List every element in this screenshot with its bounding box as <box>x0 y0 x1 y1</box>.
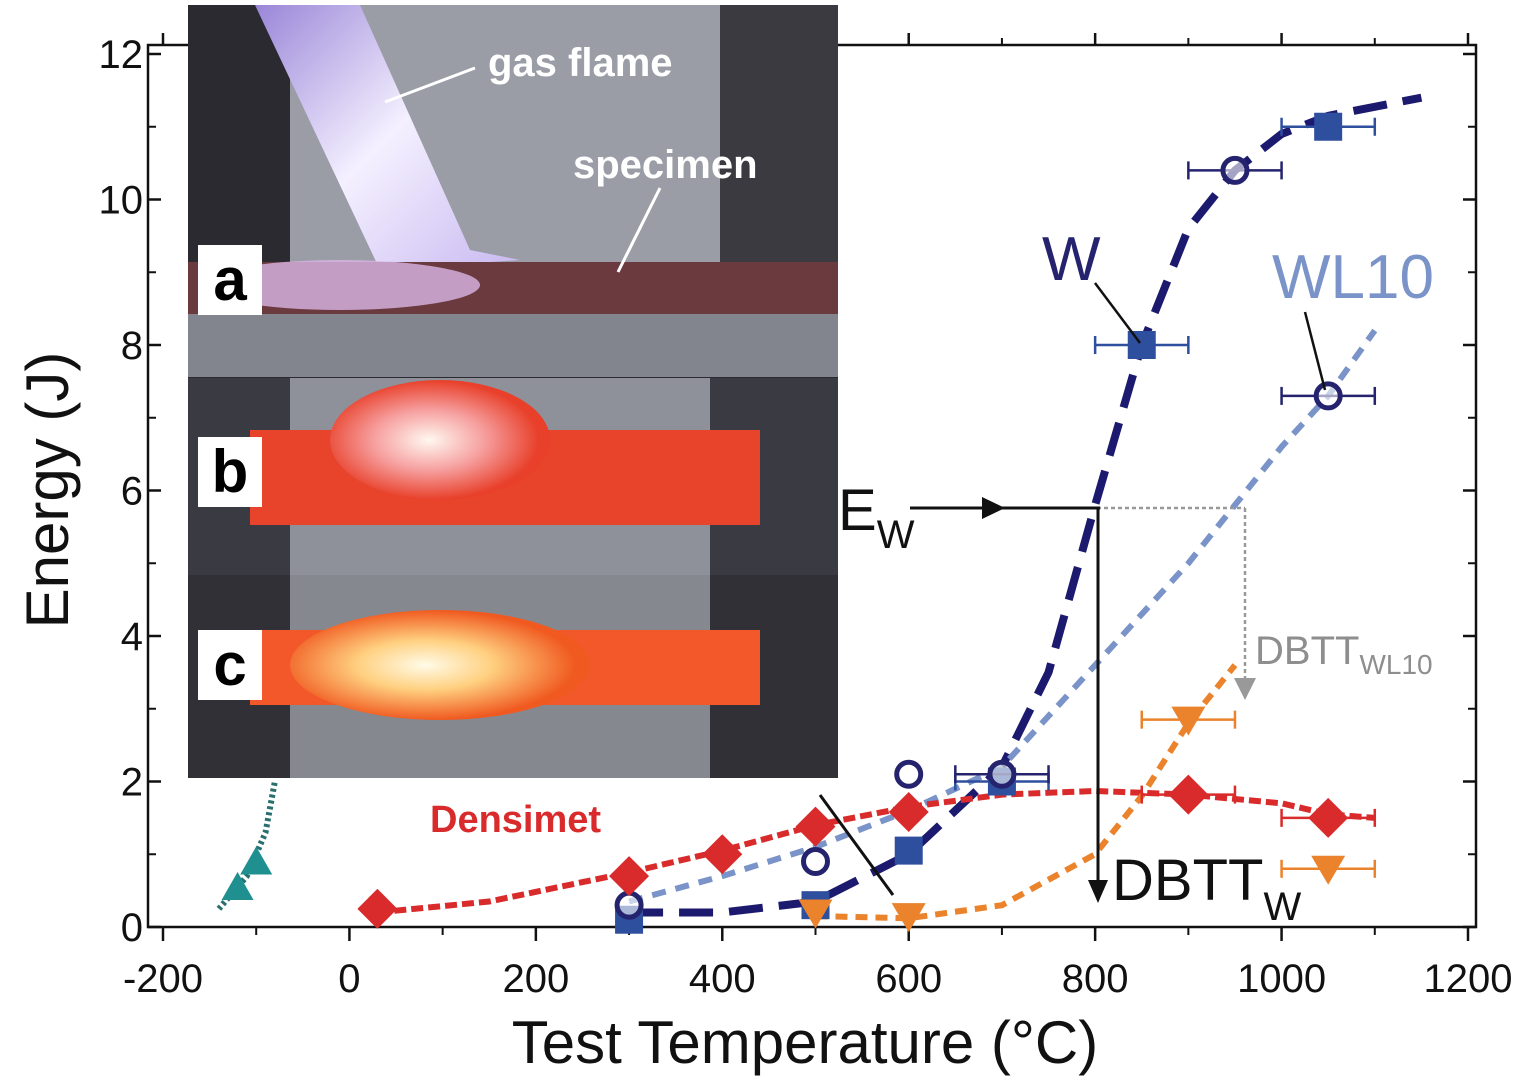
y-tick-label: 6 <box>121 470 143 514</box>
inset-photo: gas flame specimen a b c <box>188 5 838 778</box>
panel-tag <box>198 630 262 700</box>
annotation-sub: W <box>877 513 915 557</box>
annotation-main: DBTT <box>1112 848 1263 913</box>
y-tick-label: 0 <box>121 906 143 950</box>
marker-diamond <box>1308 797 1349 838</box>
marker-diamond <box>702 834 743 875</box>
marker-diamond <box>357 888 398 929</box>
inset-label: gas flame <box>488 41 673 85</box>
x-tick-label: 1200 <box>1424 957 1513 1001</box>
y-tick-label: 10 <box>99 179 144 223</box>
y-tick-label: 2 <box>121 761 143 805</box>
panel-tag <box>198 245 262 315</box>
arrow-head <box>1234 678 1256 700</box>
y-tick-label: 8 <box>121 324 143 368</box>
x-tick-label: 800 <box>1062 957 1129 1001</box>
annotation-sub: WL10 <box>1359 649 1432 680</box>
x-axis-label: Test Temperature (°C) <box>512 1009 1098 1076</box>
arrow-head <box>982 497 1005 519</box>
marker-triangle <box>798 899 833 929</box>
x-tick-label: 1000 <box>1237 957 1326 1001</box>
flame <box>255 5 520 270</box>
x-tick-label: 400 <box>689 957 756 1001</box>
plot-area: -200 0 200 400 600 800 1000 1200 0 2 4 6 8 10 12 <box>99 33 1513 1001</box>
fit-curve <box>628 328 1378 905</box>
annotation: WL10 <box>1272 243 1434 312</box>
annotation: Densimet <box>430 799 601 841</box>
y-tick-label: 4 <box>121 615 143 659</box>
marker-triangle <box>891 903 926 933</box>
marker-diamond <box>795 806 836 847</box>
marker-circle <box>1220 155 1250 185</box>
marker-triangle <box>240 846 273 875</box>
pointer-line <box>384 66 476 104</box>
annotation: DBTTW <box>1112 848 1301 929</box>
x-tick-label: -200 <box>123 957 203 1001</box>
y-axis-label: Energy (J) <box>14 352 81 629</box>
specimen-glow <box>200 260 480 310</box>
fit-curve <box>377 787 1376 916</box>
pointer-line <box>616 187 662 273</box>
panel-letter: c <box>213 631 246 698</box>
annotation: DBTTWL10 <box>1255 629 1433 680</box>
x-tick-label: 600 <box>875 957 942 1001</box>
x-tick-label: 0 <box>338 957 360 1001</box>
annotation-main: DBTT <box>1255 629 1359 673</box>
marker-square <box>1127 331 1156 359</box>
marker-circle <box>614 890 644 920</box>
arrow-head <box>1088 880 1108 903</box>
marker-triangle <box>1311 855 1346 885</box>
marker-triangle <box>1171 706 1206 736</box>
pointer-line <box>1303 311 1327 391</box>
marker-diamond <box>1168 774 1209 815</box>
photo-base <box>188 314 838 377</box>
panel-tag <box>198 437 262 507</box>
marker-circle <box>987 759 1017 789</box>
y-tick-label: 12 <box>99 33 144 77</box>
marker-circle <box>801 847 830 877</box>
marker-square <box>1314 112 1343 141</box>
panel-letter: a <box>213 246 247 313</box>
x-tick-label: 200 <box>502 957 569 1001</box>
marker-circle <box>894 759 924 789</box>
annotation: EW <box>838 478 915 557</box>
pointer-line <box>1094 282 1141 344</box>
inset-label: specimen <box>573 143 758 187</box>
glow-b <box>330 380 550 500</box>
marker-square <box>894 836 923 865</box>
marker-circle <box>1313 381 1343 411</box>
panel-letter: b <box>212 438 249 505</box>
pointer-line <box>818 794 895 896</box>
marker-diamond <box>888 792 929 833</box>
annotation-sub: W <box>1263 885 1301 929</box>
marker-triangle <box>221 871 254 900</box>
glow-c <box>290 610 590 720</box>
annotation-main: E <box>838 478 877 543</box>
annotation: W <box>1042 225 1101 294</box>
marker-diamond <box>609 856 650 897</box>
